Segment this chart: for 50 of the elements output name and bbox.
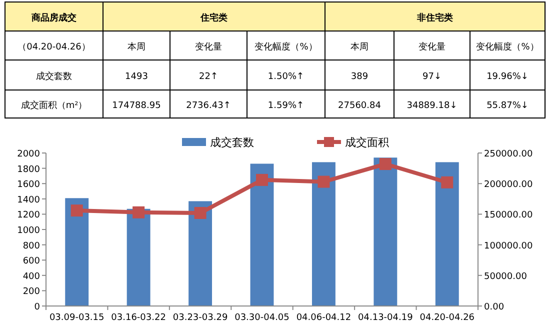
text: 非住宅类 <box>416 12 453 24</box>
text: 55.87%↓ <box>486 101 528 111</box>
text: 2736.43↑ <box>186 101 231 111</box>
text: 19.96%↓ <box>486 72 528 82</box>
x-tick-label: 04.13-04.19 <box>358 313 414 323</box>
legend-label: 成交套数 <box>210 136 254 149</box>
y2-tick-label: 0.00 <box>484 302 504 312</box>
y-tick-label: 成交套数 <box>36 71 72 82</box>
x-tick-label: 03.09-03.15 <box>49 313 104 323</box>
x-tick-label: 04.06-04.12 <box>296 313 352 323</box>
y2-tick-label: 250000.00 <box>484 150 533 160</box>
x-tick-label: 04.20-04.26 <box>420 313 475 323</box>
text: 1493 <box>125 72 148 82</box>
text: 97↓ <box>422 72 442 82</box>
y-tick-label: 1200 <box>17 210 40 221</box>
y2-tick-label: 50000.00 <box>484 272 528 282</box>
x-tick-label: 03.30-04.05 <box>234 313 290 323</box>
y-tick-label: 200 <box>22 287 40 298</box>
text: 174788.95 <box>112 101 161 111</box>
y-tick-label: 2000 <box>17 150 40 160</box>
y-tick-label: 600 <box>22 256 40 267</box>
y-tick-label: 1000 <box>17 226 40 236</box>
x-tick-label: 03.16-03.22 <box>111 313 166 323</box>
text: 389 <box>350 72 368 82</box>
y2-tick-label: 150000.00 <box>484 210 533 221</box>
text: 22↑ <box>199 72 218 82</box>
text: 1.59%↑ <box>268 101 304 111</box>
text: 34889.18↓ <box>406 101 458 111</box>
legend-label: 成交面积 <box>345 136 389 149</box>
x-tick-label: 变化幅度（%） <box>476 42 539 52</box>
x-tick-label: 03.23-03.29 <box>172 313 228 323</box>
text: 27560.84 <box>338 101 381 111</box>
y-tick-label: 1600 <box>17 180 40 190</box>
chart-subtitle: （04.20-04.26） <box>18 42 90 52</box>
x-tick-label: 变化幅度（%） <box>254 42 318 52</box>
y-tick-label: 400 <box>22 272 40 282</box>
text: 1.50%↑ <box>268 72 304 82</box>
y-tick-label: 0 <box>34 302 40 312</box>
x-tick-label: 本周 <box>128 42 146 52</box>
text: 住宅类 <box>200 12 228 24</box>
y-tick-label: 1400 <box>17 195 40 206</box>
y2-tick-label: 200000.00 <box>484 180 533 190</box>
x-tick-label: 变化量 <box>195 42 222 52</box>
y-tick-label: 800 <box>22 241 40 252</box>
y2-tick-label: 100000.00 <box>484 241 533 252</box>
y-tick-label: 1800 <box>17 164 40 175</box>
chart-title: 商品房成交 <box>30 12 76 24</box>
y-tick-label: 成交面积（m²） <box>20 100 88 111</box>
x-tick-label: 变化量 <box>418 42 446 52</box>
x-tick-label: 本周 <box>350 42 368 52</box>
